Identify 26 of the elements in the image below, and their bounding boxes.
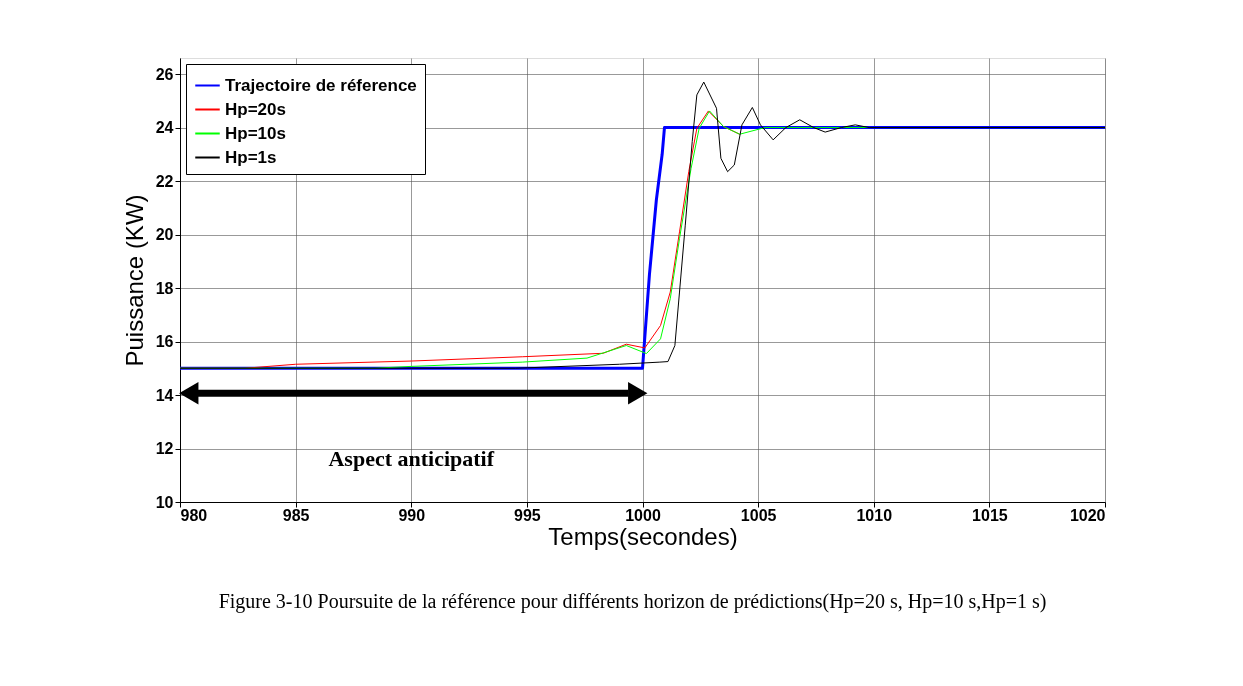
x-tick-label: 1005 [740,506,777,524]
legend-label: Hp=1s [225,147,277,167]
x-axis-title: Temps(secondes) [548,522,738,550]
y-tick-label: 22 [155,172,174,190]
y-tick-label: 14 [155,386,174,404]
caption: Figure 3-10 Poursuite de la référence pour différents horizon de prédictions(Hp=20 s, Hp=10 s,Hp=1 s) [218,590,1047,613]
y-tick-label: 18 [155,279,174,297]
x-tick-label: 1010 [856,506,893,524]
legend-label: Hp=10s [225,123,286,143]
x-tick-label: 980 [180,506,208,524]
x-tick-label: 1000 [625,506,661,524]
x-tick-label: 1020 [1069,506,1106,524]
x-tick-label: 985 [282,506,310,524]
x-tick-label: 990 [398,506,426,524]
y-tick-label: 24 [155,119,174,137]
x-tick-label: 995 [514,506,541,524]
y-tick-label: 26 [155,65,174,83]
y-tick-label: 20 [155,226,174,244]
y-tick-label: 10 [155,493,174,511]
x-tick-label: 1015 [972,506,1008,524]
legend-label: Hp=20s [225,99,286,119]
y-tick-label: 16 [155,333,174,351]
annotation: Aspect anticipatif [328,446,495,472]
y-tick-label: 12 [155,440,174,458]
y-axis-title: Puissance (KW) [120,194,148,367]
legend-label: Trajectoire de réference [225,75,417,95]
